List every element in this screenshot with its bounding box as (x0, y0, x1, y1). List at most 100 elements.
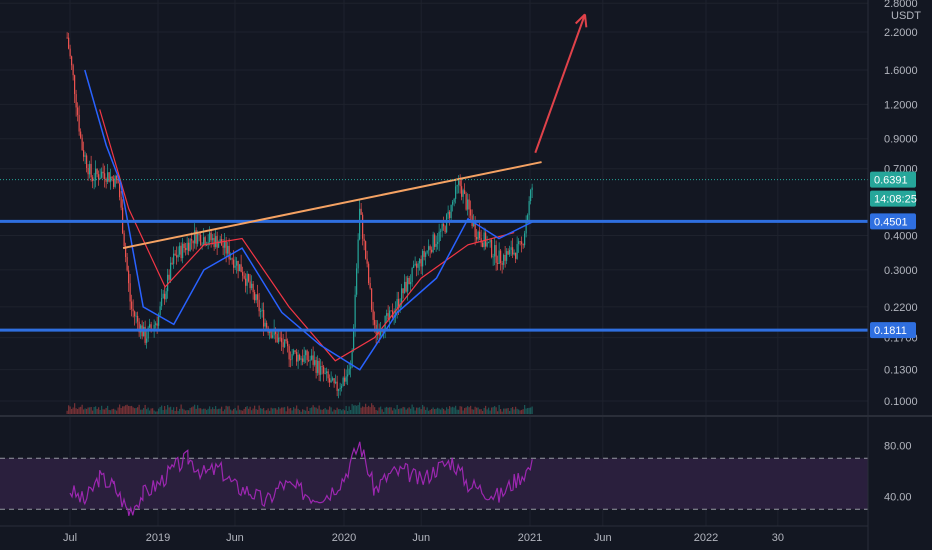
volume-bar (450, 407, 452, 414)
volume-bar (434, 409, 436, 414)
arrow-head[interactable] (583, 14, 588, 28)
volume-bar (195, 408, 197, 414)
rsi-line (69, 441, 533, 516)
candle-body (260, 311, 262, 312)
volume-bar (263, 407, 265, 414)
time-tick-label: 2022 (694, 532, 718, 544)
candle-body (426, 250, 428, 253)
candle-body (224, 240, 226, 248)
candle-body (524, 233, 526, 246)
volume-bar (363, 407, 365, 414)
candle-body (479, 231, 481, 239)
candle-body (488, 242, 490, 244)
volume-bar (380, 406, 382, 414)
candle-body (125, 246, 127, 258)
candle-body (342, 377, 344, 387)
time-axis-ticks[interactable]: Jul 2019 Jun 2020 Jun 2021 Jun 2022 30 (63, 532, 784, 544)
rsi-axis-ticks[interactable]: 80.00 40.00 (884, 441, 912, 504)
volume-bar (315, 407, 317, 414)
candle-body (92, 177, 94, 182)
candle-body (414, 263, 416, 266)
candle-body (362, 214, 364, 239)
candle-body (321, 366, 323, 367)
projection-arrow[interactable] (534, 13, 588, 154)
volume-bar (179, 408, 181, 414)
candle-body (254, 292, 256, 301)
volume-bar (521, 409, 523, 414)
volume-bar (275, 408, 277, 414)
candle-body (501, 263, 503, 265)
candle-body (465, 193, 467, 210)
candle-body (357, 239, 359, 269)
candle-body (467, 199, 469, 210)
volume-bar (225, 405, 227, 414)
volume-bar (290, 407, 292, 414)
candle-body (450, 204, 452, 219)
volume-bar (242, 410, 244, 414)
volume-bar (153, 410, 155, 414)
level-tag-lower-box (870, 322, 916, 339)
volume-bar (279, 408, 281, 414)
candle-body (369, 283, 371, 289)
candle-body (513, 252, 515, 255)
candle-body (174, 253, 176, 256)
volume-bar (99, 409, 101, 414)
candle-body (464, 190, 466, 194)
candle-body (266, 322, 268, 328)
volume-bar (143, 408, 145, 414)
candle-body (276, 333, 278, 343)
candle-body (237, 260, 239, 272)
candle-body (525, 222, 527, 234)
volume-bar (498, 405, 500, 414)
candle-body (251, 283, 253, 289)
trendline[interactable] (122, 161, 542, 250)
volume-bar (261, 408, 263, 414)
candle-body (242, 272, 244, 276)
volume-bar (402, 406, 404, 414)
volume-bar (327, 409, 329, 414)
candle-body (132, 308, 134, 312)
candle-body (90, 163, 92, 178)
volume-bar (378, 407, 380, 414)
candle-body (447, 211, 449, 215)
support-resistance-levels[interactable] (0, 219, 868, 332)
candle-body (84, 155, 86, 157)
candle-body (240, 264, 242, 273)
volume-bar (140, 409, 142, 414)
volume-bar (161, 405, 163, 414)
arrow-shaft[interactable] (534, 14, 586, 154)
level-tag-lower: 0.1811 (874, 325, 907, 337)
volume-bar (356, 405, 358, 414)
volume-bar (144, 404, 146, 414)
volume-bar (320, 409, 322, 414)
volume-bar (66, 410, 68, 414)
candle-body (158, 315, 160, 326)
candle-body (273, 328, 275, 336)
volume-bar (317, 408, 319, 414)
volume-bar (348, 406, 350, 414)
volume-bar (423, 406, 425, 414)
volume-bar (353, 405, 355, 414)
candle-body (489, 239, 491, 243)
volume-bar (155, 411, 157, 414)
candle-body (192, 240, 194, 244)
arrow-head[interactable] (574, 13, 586, 25)
volume-bar (240, 410, 242, 414)
volume-bar (152, 408, 154, 414)
candle-body (348, 368, 350, 375)
volume-bar (504, 408, 506, 414)
candle-body (201, 244, 203, 246)
level-tag-upper-box (870, 213, 916, 230)
volume-bar (449, 406, 451, 414)
candle-body (453, 198, 455, 202)
candle-body (173, 253, 175, 264)
price-tick-label: 1.2000 (884, 99, 918, 111)
volume-bar (170, 406, 172, 414)
volume-bar (306, 406, 308, 414)
candle-body (146, 338, 148, 343)
volume-bar (246, 406, 248, 414)
candle-body (227, 245, 229, 254)
volume-bar (285, 411, 287, 414)
volume-bar (252, 408, 254, 414)
